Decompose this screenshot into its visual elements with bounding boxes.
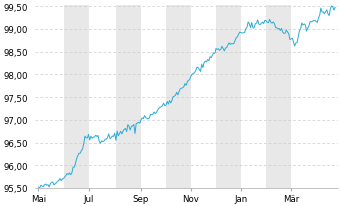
Bar [216, 6, 241, 188]
Bar [116, 6, 141, 188]
Bar [266, 6, 291, 188]
Bar [63, 6, 89, 188]
Bar [166, 6, 191, 188]
